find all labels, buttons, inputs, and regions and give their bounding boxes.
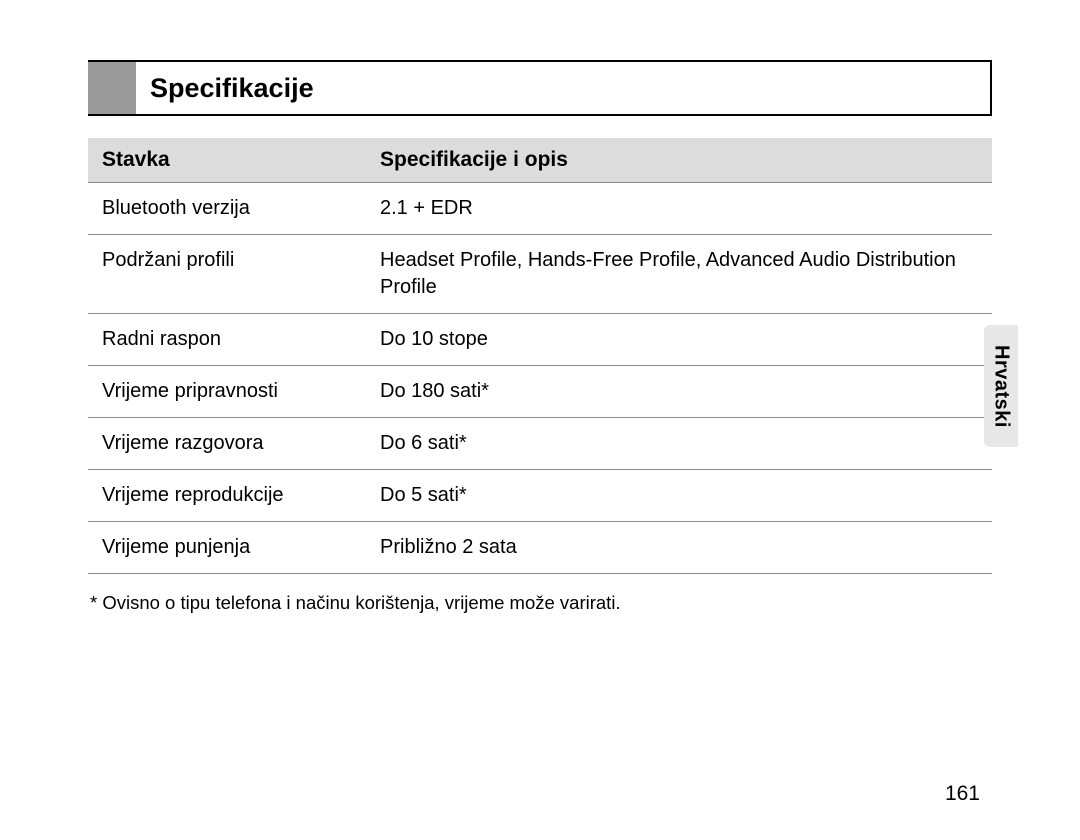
section-title-bar: Specifikacije [88,60,992,116]
cell-desc: Do 6 sati* [366,418,992,470]
table-row: Radni raspon Do 10 stope [88,314,992,366]
cell-item: Vrijeme punjenja [88,522,366,574]
cell-item: Bluetooth verzija [88,183,366,235]
cell-desc: Do 5 sati* [366,470,992,522]
table-row: Vrijeme razgovora Do 6 sati* [88,418,992,470]
language-label: Hrvatski [990,345,1013,428]
manual-page: Specifikacije Stavka Specifikacije i opi… [0,0,1080,840]
cell-item: Podržani profili [88,235,366,314]
page-number: 161 [945,782,980,806]
cell-item: Vrijeme razgovora [88,418,366,470]
cell-item: Vrijeme reprodukcije [88,470,366,522]
header-item: Stavka [88,138,366,183]
cell-desc: Headset Profile, Hands-Free Profile, Adv… [366,235,992,314]
table-row: Vrijeme pripravnosti Do 180 sati* [88,366,992,418]
cell-item: Vrijeme pripravnosti [88,366,366,418]
cell-item: Radni raspon [88,314,366,366]
cell-desc: 2.1 + EDR [366,183,992,235]
cell-desc: Do 10 stope [366,314,992,366]
language-side-tab: Hrvatski [984,325,1018,447]
specs-table: Stavka Specifikacije i opis Bluetooth ve… [88,138,992,574]
cell-desc: Do 180 sati* [366,366,992,418]
table-row: Podržani profili Headset Profile, Hands-… [88,235,992,314]
title-accent-block [88,62,136,114]
table-header-row: Stavka Specifikacije i opis [88,138,992,183]
header-desc: Specifikacije i opis [366,138,992,183]
table-row: Bluetooth verzija 2.1 + EDR [88,183,992,235]
section-title: Specifikacije [136,62,314,114]
cell-desc: Približno 2 sata [366,522,992,574]
table-row: Vrijeme punjenja Približno 2 sata [88,522,992,574]
footnote-text: * Ovisno o tipu telefona i načinu korišt… [88,592,992,614]
table-row: Vrijeme reprodukcije Do 5 sati* [88,470,992,522]
